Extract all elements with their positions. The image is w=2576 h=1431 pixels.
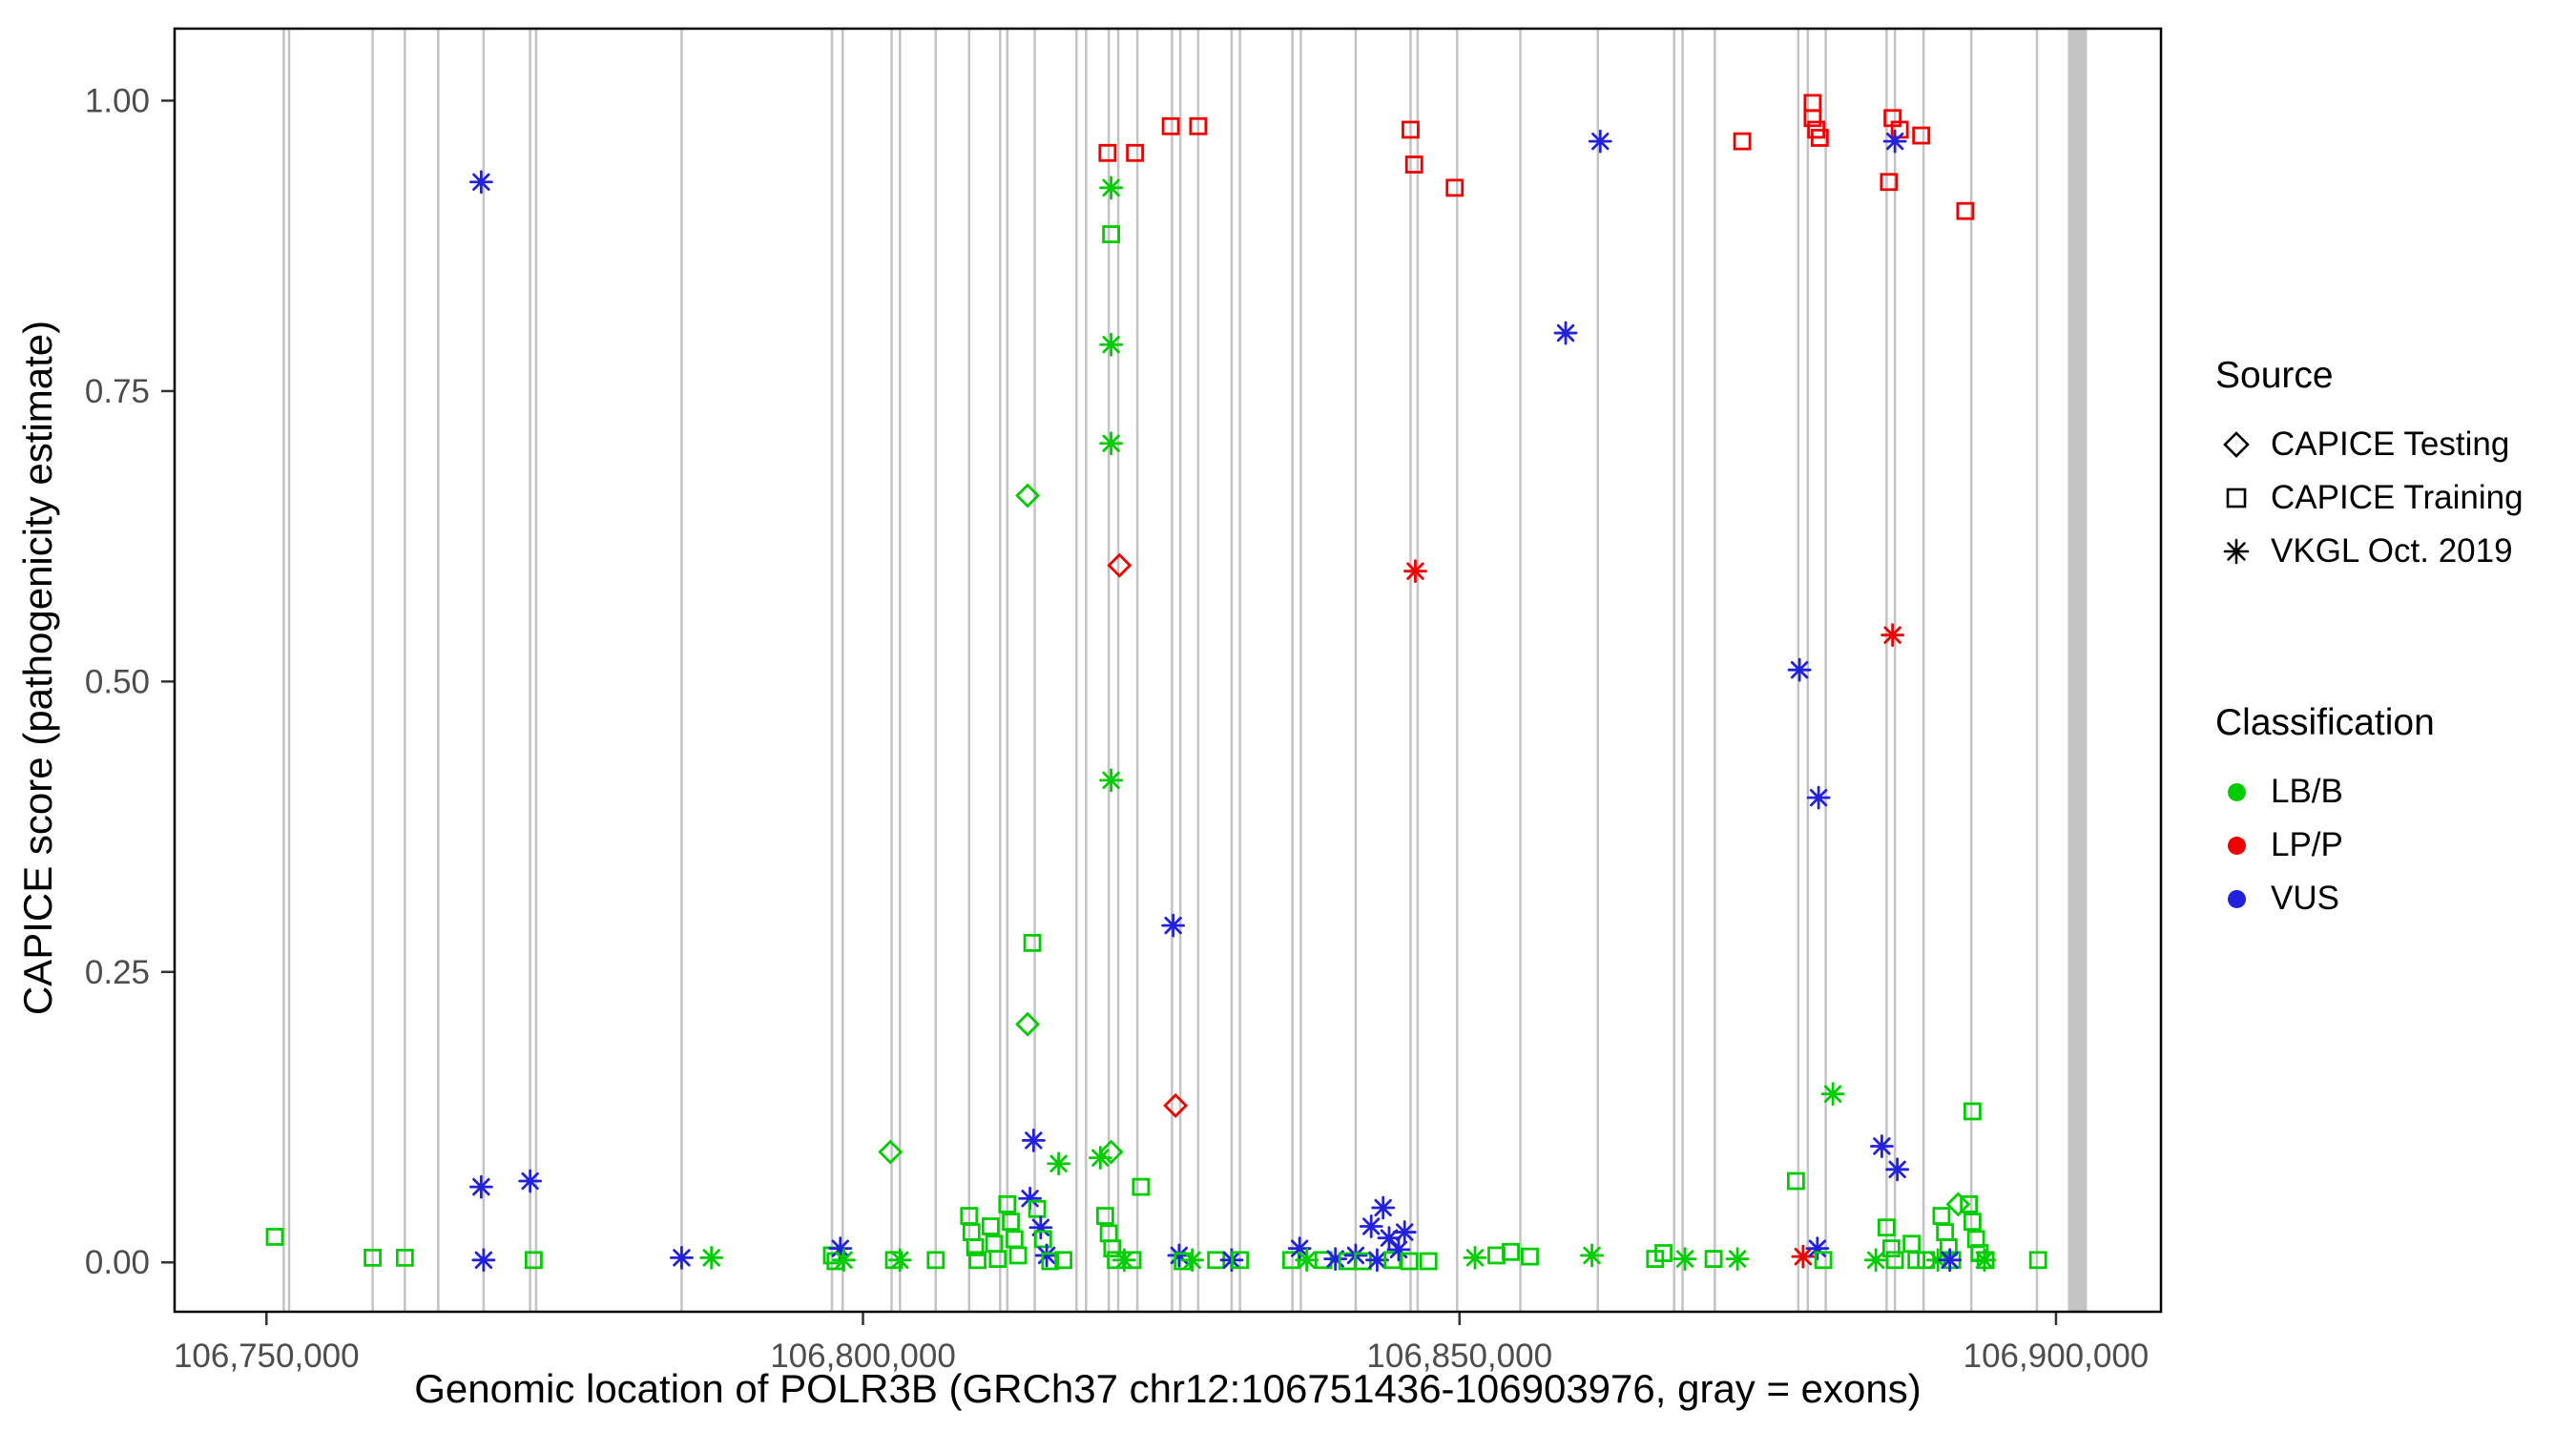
legend-item-label: CAPICE Testing [2271, 425, 2510, 463]
svg-text:106,850,000: 106,850,000 [1366, 1338, 1552, 1375]
svg-text:0.25: 0.25 [85, 954, 150, 991]
svg-text:106,900,000: 106,900,000 [1963, 1338, 2150, 1375]
legend: Source CAPICE Testing CAPICE Training [2215, 355, 2574, 925]
svg-text:0.00: 0.00 [85, 1244, 150, 1281]
legend-gap [2215, 578, 2574, 702]
legend-item-label: CAPICE Training [2271, 479, 2524, 516]
legend-item-lbb: LB/B [2215, 765, 2574, 819]
x-axis-title: Genomic location of POLR3B (GRCh37 chr12… [414, 1366, 1922, 1411]
legend-item-lpp: LP/P [2215, 819, 2574, 872]
asterisk-icon [2215, 530, 2257, 572]
legend-item-vkgl: VKGL Oct. 2019 [2215, 525, 2574, 578]
svg-text:1.00: 1.00 [85, 83, 150, 120]
legend-classification-title: Classification [2215, 702, 2435, 743]
legend-item-label: LB/B [2271, 773, 2343, 810]
svg-text:106,750,000: 106,750,000 [174, 1338, 360, 1375]
legend-item-capice-testing: CAPICE Testing [2215, 418, 2574, 471]
legend-item-capice-training: CAPICE Training [2215, 471, 2574, 525]
svg-text:0.50: 0.50 [85, 663, 150, 700]
legend-source-title: Source [2215, 355, 2334, 396]
square-icon [2215, 477, 2257, 519]
y-axis-title: CAPICE score (pathogenicity estimate) [15, 320, 60, 1016]
red-dot-icon [2215, 824, 2257, 866]
legend-item-vus: VUS [2215, 872, 2574, 925]
legend-item-label: VUS [2271, 880, 2339, 917]
svg-text:0.75: 0.75 [85, 373, 150, 410]
legend-item-label: VKGL Oct. 2019 [2271, 532, 2513, 570]
svg-text:106,800,000: 106,800,000 [770, 1338, 956, 1375]
green-dot-icon [2215, 771, 2257, 813]
diamond-icon [2215, 424, 2257, 466]
legend-item-label: LP/P [2271, 826, 2343, 863]
blue-dot-icon [2215, 878, 2257, 920]
